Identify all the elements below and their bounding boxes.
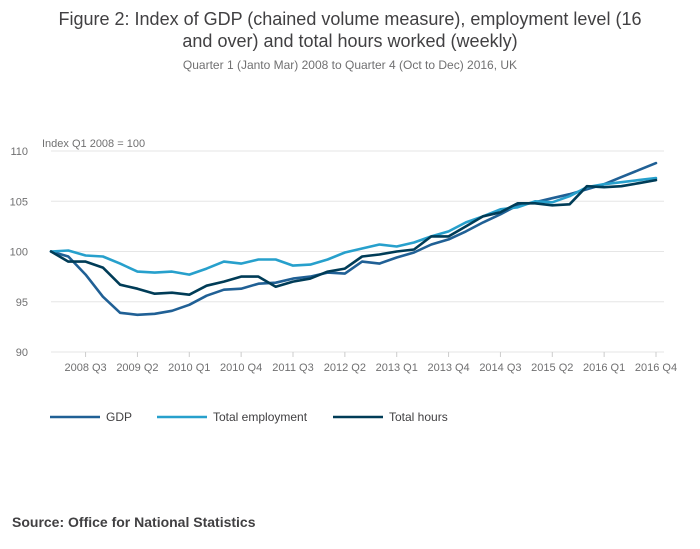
legend-label-hours: Total hours [389,410,448,424]
x-tick-label: 2014 Q3 [479,362,521,374]
x-tick-label: 2011 Q3 [272,362,313,374]
x-tick-label: 2010 Q4 [220,362,262,374]
y-tick-label: 95 [16,297,28,309]
chart-title-line-1: Figure 2: Index of GDP (chained volume m… [58,9,642,29]
x-tick-label: 2013 Q1 [376,362,418,374]
chart-title-line-2: and over) and total hours worked (weekly… [182,31,518,51]
x-tick-label: 2013 Q4 [427,362,469,374]
chart-subtitle: Quarter 1 (Janto Mar) 2008 to Quarter 4 … [182,58,518,72]
x-tick-label: 2009 Q2 [116,362,158,374]
y-axis-label: Index Q1 2008 = 100 [42,138,145,150]
x-tick-label: 2015 Q2 [531,362,573,374]
y-tick-label: 90 [16,347,28,359]
x-tick-label: 2016 Q4 [635,362,677,374]
source-note: Source: Office for National Statistics [12,514,256,530]
x-tick-label: 2008 Q3 [64,362,106,374]
series-line-employment [49,176,658,276]
x-tick-label: 2016 Q1 [583,362,625,374]
x-tick-label: 2012 Q2 [324,362,366,374]
series-line-hours [49,178,658,297]
y-tick-label: 110 [10,146,28,158]
y-tick-label: 100 [10,247,28,259]
chart-title: Figure 2: Index of GDP (chained volume m… [0,8,700,52]
legend-label-employment: Total employment [213,410,308,424]
y-tick-label: 105 [10,196,28,208]
series-line-gdp [49,161,658,317]
x-tick-label: 2010 Q1 [168,362,210,374]
legend-label-gdp: GDP [106,410,132,424]
